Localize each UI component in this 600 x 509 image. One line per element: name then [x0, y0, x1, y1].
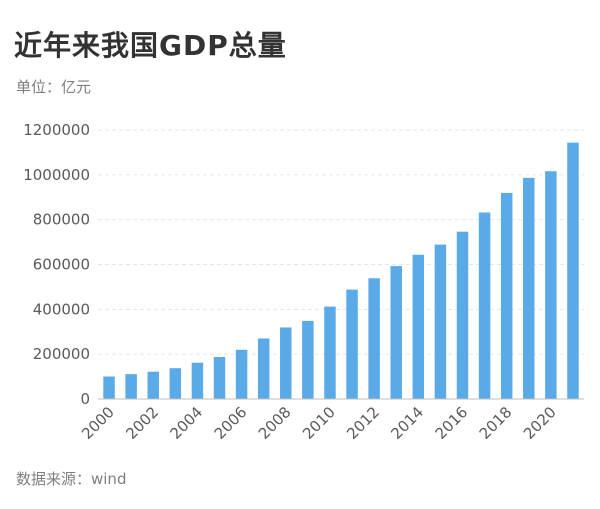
y-tick-label: 1000000 [23, 166, 90, 184]
y-tick-label: 0 [80, 390, 90, 408]
bar-2004 [191, 362, 204, 399]
x-tick-label: 2000 [78, 403, 118, 443]
data-source: 数据来源：wind [16, 470, 127, 488]
bar-2006 [235, 349, 248, 399]
y-tick-label: 800000 [33, 211, 90, 229]
y-tick-label: 200000 [33, 345, 90, 363]
bar-2003 [169, 368, 182, 399]
bar-2015 [434, 244, 447, 399]
bar-2011 [346, 289, 358, 399]
y-tick-label: 1200000 [23, 121, 90, 139]
bar-2002 [147, 371, 159, 399]
bar-2009 [302, 320, 314, 399]
bar-2008 [280, 327, 292, 399]
x-tick-label: 2014 [387, 403, 427, 443]
unit-label: 单位：亿元 [16, 78, 92, 96]
bar-2014 [412, 254, 425, 399]
bar-2001 [125, 374, 137, 399]
x-tick-label: 2002 [122, 403, 162, 443]
x-tick-label: 2010 [299, 403, 339, 443]
x-tick-label: 2020 [520, 403, 560, 443]
bar-2007 [257, 338, 270, 399]
bar-2020 [545, 171, 557, 399]
y-tick-label: 400000 [33, 300, 90, 318]
x-tick-label: 2006 [211, 403, 251, 443]
x-tick-label: 2012 [343, 403, 383, 443]
bar-2019 [523, 177, 535, 399]
bar-2010 [324, 306, 336, 399]
bar-2021 [567, 142, 579, 399]
x-tick-label: 2004 [167, 403, 207, 443]
bar-2017 [478, 212, 491, 399]
bar-2018 [500, 192, 513, 399]
x-tick-label: 2018 [476, 403, 516, 443]
chart-title: 近年来我国GDP总量 [14, 29, 287, 62]
bar-2000 [103, 376, 115, 399]
bar-2012 [368, 278, 380, 399]
bar-2005 [213, 357, 226, 399]
bar-2016 [456, 231, 469, 399]
gridlines [98, 129, 584, 355]
y-tick-label: 600000 [33, 256, 90, 274]
x-tick-label: 2008 [255, 403, 295, 443]
bars [103, 142, 579, 399]
bar-2013 [390, 266, 402, 399]
x-tick-label: 2016 [432, 403, 472, 443]
